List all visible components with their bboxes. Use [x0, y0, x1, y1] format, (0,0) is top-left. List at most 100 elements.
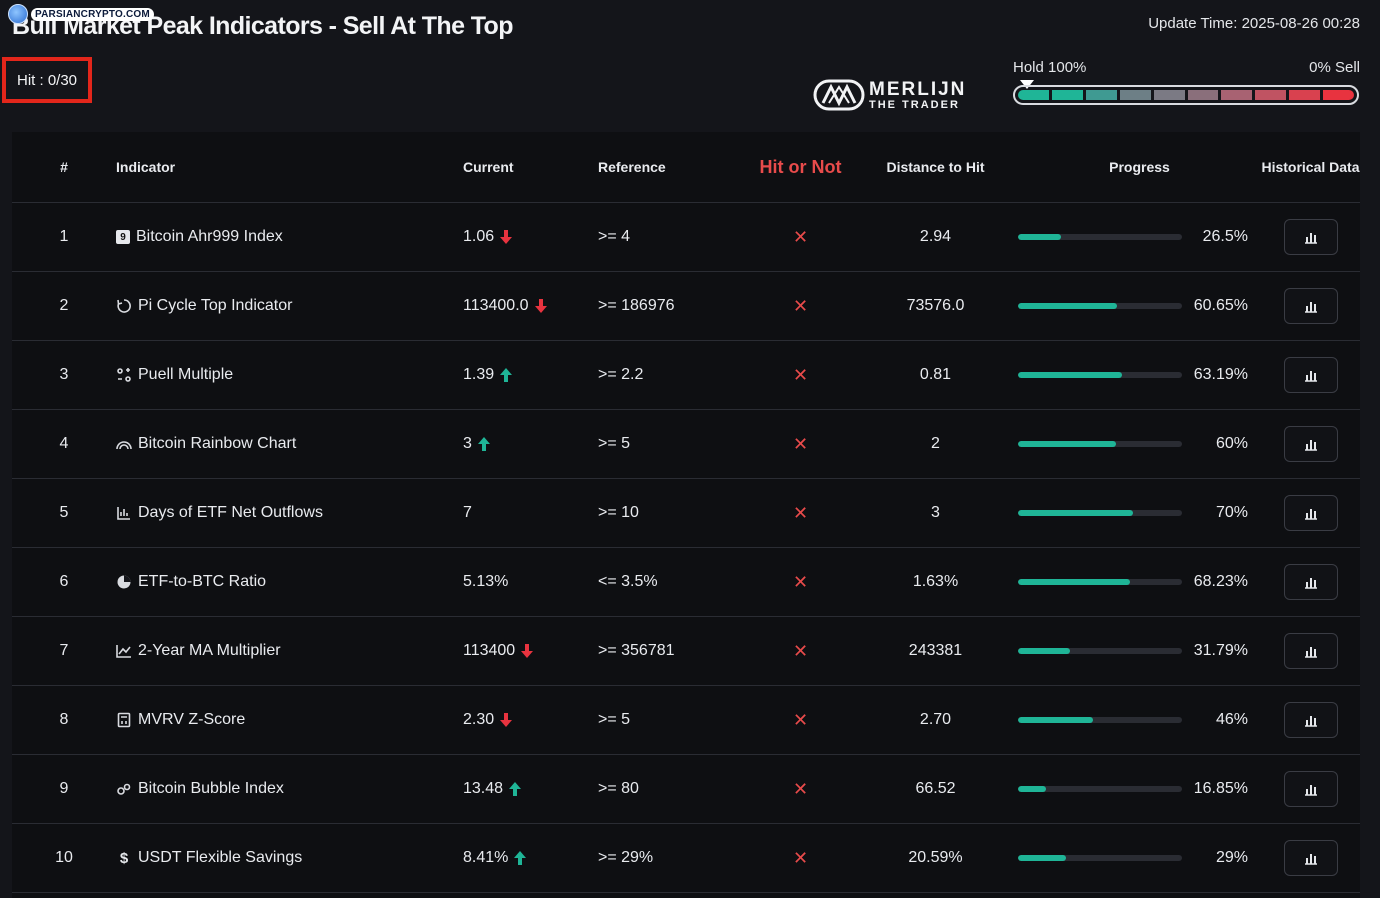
current-cell: 2.30 [463, 711, 598, 729]
reference-value: >= 186976 [598, 297, 675, 314]
historical-data-button[interactable] [1283, 633, 1338, 669]
current-cell: 113400 [463, 642, 598, 660]
distance-value: 3 [931, 504, 940, 521]
row-number: 8 [59, 711, 69, 728]
bubble-icon [116, 781, 132, 797]
indicator-cell: ETF-to-BTC Ratio [116, 573, 463, 591]
hit-count-badge: Hit : 0/30 [2, 57, 92, 103]
trend-up-arrow-icon [477, 437, 490, 451]
current-value: 113400.0 [463, 297, 529, 314]
distance-value: 0.81 [919, 366, 952, 383]
historical-data-button[interactable] [1283, 357, 1338, 393]
update-time: Update Time: 2025-08-26 00:28 [1148, 15, 1360, 32]
row-number: 3 [59, 366, 69, 383]
chart-icon [1304, 368, 1318, 382]
historical-cell [1261, 426, 1360, 462]
historical-data-button[interactable] [1283, 219, 1338, 255]
historical-data-button[interactable] [1283, 426, 1338, 462]
chart-icon [1304, 713, 1318, 727]
historical-cell [1261, 219, 1360, 255]
current-value: 1.06 [463, 228, 495, 245]
progress-percent: 46% [1215, 711, 1248, 728]
progress-cell: 29% [1018, 849, 1261, 867]
historical-data-button[interactable] [1283, 564, 1338, 600]
not-hit-icon: ✕ [792, 571, 809, 592]
brand-tagline: THE TRADER [869, 98, 960, 111]
progress-percent: 68.23% [1193, 573, 1248, 590]
meter-pointer-icon [1020, 80, 1034, 89]
progress-percent: 29% [1215, 849, 1248, 866]
historical-cell [1261, 288, 1360, 324]
not-hit-icon: ✕ [792, 709, 809, 730]
current-value: 3 [463, 435, 472, 452]
multiple-icon [116, 367, 132, 383]
reference-value: >= 10 [598, 504, 639, 521]
chart-icon [1304, 506, 1318, 520]
reference-value: >= 4 [598, 228, 631, 245]
indicators-table: # Indicator Current Reference Hit or Not… [12, 132, 1360, 898]
calculator-icon [116, 712, 132, 728]
historical-data-button[interactable] [1283, 702, 1338, 738]
historical-cell [1261, 771, 1360, 807]
reference-value: >= 29% [598, 849, 654, 866]
progress-percent: 63.19% [1193, 366, 1248, 383]
progress-fill [1018, 372, 1122, 378]
row-number: 4 [59, 435, 69, 452]
not-hit-icon: ✕ [792, 433, 809, 454]
current-value: 5.13% [463, 573, 509, 590]
indicator-name: USDT Flexible Savings [138, 849, 303, 866]
current-value: 7 [463, 504, 472, 521]
reference-value: >= 356781 [598, 642, 675, 659]
meter-segment [1119, 90, 1151, 100]
table-row: 10 $ USDT Flexible Savings 8.41% >= 29% … [12, 824, 1360, 893]
historical-data-button[interactable] [1283, 495, 1338, 531]
reference-value: >= 80 [598, 780, 639, 797]
indicator-name: ETF-to-BTC Ratio [138, 573, 267, 590]
trend-down-arrow-icon [500, 230, 513, 244]
distance-value: 1.63% [912, 573, 959, 590]
progress-fill [1018, 786, 1046, 792]
row-number: 7 [59, 642, 69, 659]
current-cell: 13.48 [463, 780, 598, 798]
row-number: 9 [59, 780, 69, 797]
row-number: 5 [59, 504, 69, 521]
current-cell: 1.06 [463, 228, 598, 246]
table-row: 9 Bitcoin Bubble Index 13.48 >= 80 ✕ 66.… [12, 755, 1360, 824]
col-header-current: Current [463, 159, 514, 175]
progress-bar [1018, 717, 1182, 723]
indicator-cell: MVRV Z-Score [116, 711, 463, 729]
progress-fill [1018, 303, 1118, 309]
distance-value: 2.70 [919, 711, 952, 728]
historical-data-button[interactable] [1283, 840, 1338, 876]
indicator-cell: 2-Year MA Multiplier [116, 642, 463, 660]
indicator-cell: 9 Bitcoin Ahr999 Index [116, 228, 463, 246]
progress-fill [1018, 717, 1094, 723]
watermark: PARSIANCRYPTO.COM [8, 4, 154, 24]
col-header-historical: Historical Data [1261, 159, 1360, 175]
chart-icon [1304, 230, 1318, 244]
historical-data-button[interactable] [1283, 771, 1338, 807]
col-header-progress: Progress [1109, 159, 1170, 175]
progress-cell: 68.23% [1018, 573, 1261, 591]
current-cell: 8.41% [463, 849, 598, 867]
not-hit-icon: ✕ [792, 847, 809, 868]
indicator-name: Pi Cycle Top Indicator [138, 297, 293, 314]
table-header: # Indicator Current Reference Hit or Not… [12, 132, 1360, 203]
historical-data-button[interactable] [1283, 288, 1338, 324]
progress-cell: 26.5% [1018, 228, 1261, 246]
indicator-cell: Days of ETF Net Outflows [116, 504, 463, 522]
col-header-distance: Distance to Hit [886, 159, 985, 175]
table-row: 7 2-Year MA Multiplier 113400 >= 356781 … [12, 617, 1360, 686]
meter-hold-label: Hold 100% [1013, 59, 1087, 76]
not-hit-icon: ✕ [792, 295, 809, 316]
not-hit-icon: ✕ [792, 364, 809, 385]
bitcoin-globe-icon [8, 4, 28, 24]
progress-fill [1018, 579, 1130, 585]
indicator-cell: Pi Cycle Top Indicator [116, 297, 463, 315]
chart-icon [1304, 299, 1318, 313]
indicator-name: Bitcoin Rainbow Chart [138, 435, 297, 452]
progress-bar [1018, 855, 1182, 861]
table-row: 6 ETF-to-BTC Ratio 5.13% <= 3.5% ✕ 1.63%… [12, 548, 1360, 617]
current-value: 8.41% [463, 849, 509, 866]
trend-up-arrow-icon [500, 368, 513, 382]
